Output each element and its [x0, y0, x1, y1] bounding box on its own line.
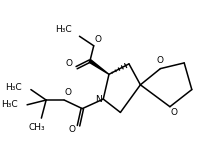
- Text: H₃C: H₃C: [1, 100, 17, 109]
- Text: H₃C: H₃C: [5, 83, 21, 92]
- Text: O: O: [157, 56, 164, 64]
- Polygon shape: [89, 60, 109, 74]
- Text: N: N: [95, 95, 102, 104]
- Text: CH₃: CH₃: [28, 123, 45, 132]
- Text: O: O: [95, 35, 102, 44]
- Text: O: O: [170, 108, 177, 117]
- Text: O: O: [68, 125, 75, 134]
- Text: O: O: [64, 88, 72, 97]
- Text: O: O: [66, 59, 72, 68]
- Text: H₃C: H₃C: [55, 25, 72, 34]
